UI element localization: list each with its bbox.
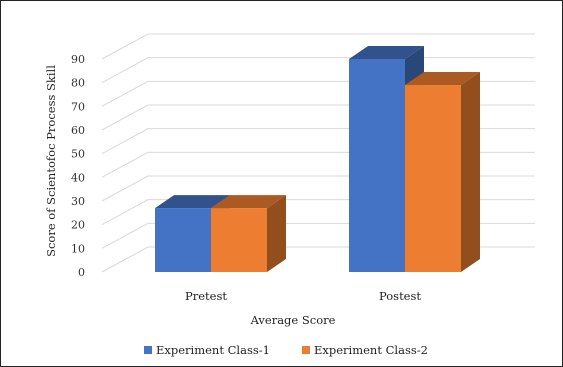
bar-front-face bbox=[349, 59, 405, 272]
y-tick-label: 90 bbox=[71, 53, 85, 66]
bar-experiment-class-2-pretest bbox=[211, 195, 286, 272]
bar-side-face bbox=[461, 72, 480, 273]
bar-side-face bbox=[267, 195, 286, 272]
x-category-postest: Postest bbox=[379, 289, 421, 303]
legend-swatch-series-2 bbox=[302, 346, 310, 354]
y-tick-label: 70 bbox=[71, 100, 85, 113]
y-tick-label: 20 bbox=[71, 219, 85, 232]
y-tick-label: 50 bbox=[71, 148, 85, 161]
legend-swatch-series-1 bbox=[144, 346, 152, 354]
gridlines bbox=[101, 33, 535, 273]
y-tick-label: 10 bbox=[71, 242, 85, 255]
legend: Experiment Class-1 Experiment Class-2 bbox=[144, 343, 428, 357]
bars bbox=[155, 46, 480, 273]
y-tick-label: 40 bbox=[71, 171, 85, 184]
bar-top-face bbox=[155, 195, 230, 209]
bar-front-face bbox=[405, 85, 461, 273]
y-tick-label: 80 bbox=[71, 77, 85, 90]
legend-label-series-1: Experiment Class-1 bbox=[156, 343, 270, 357]
y-tick-label: 0 bbox=[78, 266, 85, 279]
gridline bbox=[101, 33, 535, 60]
x-category-pretest: Pretest bbox=[185, 289, 227, 303]
bar-front-face bbox=[211, 208, 267, 272]
y-axis-title: Score of Scientofoc Process Skill bbox=[44, 65, 58, 257]
x-axis-categories: Pretest Postest bbox=[185, 289, 421, 303]
bar-top-face bbox=[349, 46, 424, 59]
bar-top-face bbox=[405, 72, 480, 86]
legend-label-series-2: Experiment Class-2 bbox=[314, 343, 428, 357]
bar-front-face bbox=[155, 208, 211, 272]
y-axis-ticks: 0 10 20 30 40 50 60 70 80 90 bbox=[71, 53, 85, 279]
bar-top-face bbox=[211, 195, 286, 209]
x-axis-title: Average Score bbox=[250, 313, 336, 327]
y-tick-label: 60 bbox=[71, 124, 85, 137]
y-tick-label: 30 bbox=[71, 195, 85, 208]
bar-experiment-class-2-postest bbox=[405, 72, 480, 273]
